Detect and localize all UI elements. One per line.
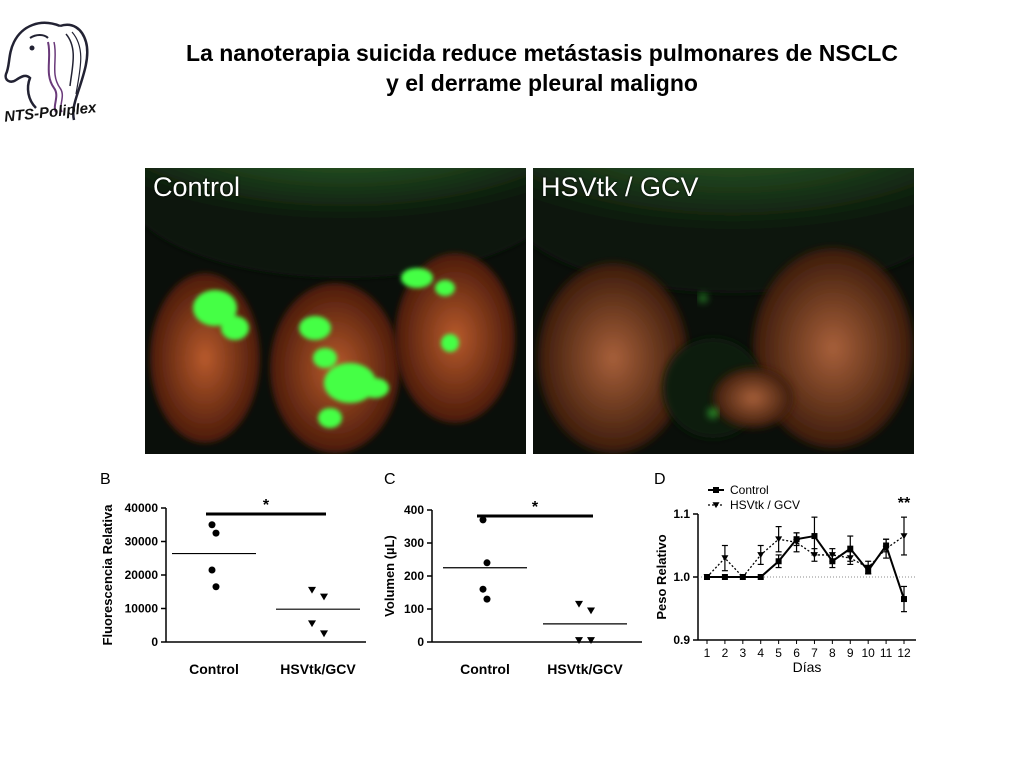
panel-d-point-control xyxy=(847,545,854,552)
panel-c-point-treated xyxy=(575,600,583,608)
panel-d-xtick-label: 11 xyxy=(880,646,893,660)
panel-c-significance-mark: * xyxy=(532,499,539,516)
slide-title: La nanoterapia suicida reduce metástasis… xyxy=(60,38,1024,98)
panel-c-ytick-label: 200 xyxy=(404,569,424,583)
panel-b-point-control xyxy=(208,521,216,529)
panel-c-volume-chart: C 0 100 200 300 400 Volumen (µL) Control HSVtk/… xyxy=(382,471,642,677)
panel-d-xtick-label: 6 xyxy=(793,646,800,660)
panel-b-y-axis-label: Fluorescencia Relativa xyxy=(100,504,115,646)
panel-b-category-label: HSVtk/GCV xyxy=(280,661,356,677)
panel-b-point-treated xyxy=(320,593,328,601)
panel-b-ytick-label: 30000 xyxy=(125,535,159,549)
panel-d-point-control xyxy=(721,574,728,580)
panel-d-ytick-label: 1.0 xyxy=(673,570,690,584)
panel-d-xtick-label: 1 xyxy=(704,646,711,660)
panel-d-point-treated xyxy=(721,555,729,562)
panel-d-xtick-label: 3 xyxy=(739,646,746,660)
panel-d-point-control xyxy=(757,574,764,580)
panel-c-ytick-label: 100 xyxy=(404,602,424,616)
panel-d-point-treated xyxy=(882,545,890,552)
panel-c-ytick-label: 400 xyxy=(404,503,424,517)
panel-d-point-treated xyxy=(900,533,908,540)
panel-c-point-control xyxy=(479,516,487,524)
panel-b-point-control xyxy=(212,583,220,591)
panel-c-ytick-label: 0 xyxy=(417,635,424,649)
panel-d-point-treated xyxy=(846,555,854,562)
panel-d-x-axis-label: Días xyxy=(793,659,822,675)
control-fluorescence-photo: Control xyxy=(145,168,526,454)
treated-fluorescence-photo: HSVtk / GCV xyxy=(533,168,914,454)
panel-d-xtick-label: 8 xyxy=(829,646,836,660)
panel-b-ytick-label: 0 xyxy=(151,635,158,649)
panel-b-ytick-label: 20000 xyxy=(125,568,159,582)
panel-d-point-treated xyxy=(739,574,747,581)
panel-d-point-treated xyxy=(793,539,801,546)
panel-c-point-treated xyxy=(575,637,583,644)
panel-b-point-control xyxy=(208,566,216,574)
panel-d-significance-mark: ** xyxy=(898,495,911,512)
panel-d-series-control-line xyxy=(707,534,905,600)
treated-lung-image xyxy=(533,168,914,454)
panel-b-point-treated xyxy=(320,630,328,638)
slide-title-line-2: y el derrame pleural maligno xyxy=(386,70,698,96)
panel-b-category-label: Control xyxy=(189,661,239,677)
panel-d-legend-label: Control xyxy=(730,483,769,497)
panel-c-ytick-label: 300 xyxy=(404,536,424,550)
panel-d-xtick-label: 2 xyxy=(722,646,729,660)
panel-d-xtick-label: 7 xyxy=(811,646,818,660)
panel-d-point-control xyxy=(901,596,907,603)
panel-d-point-control xyxy=(775,558,782,565)
panel-d-legend-marker xyxy=(712,502,720,509)
panel-c-point-treated xyxy=(587,607,595,615)
panel-b-point-treated xyxy=(308,586,316,594)
panel-c-point-treated xyxy=(587,637,595,644)
panel-c-category-label: Control xyxy=(460,661,510,677)
panel-b-significance-mark: * xyxy=(263,497,270,514)
control-photo-label: Control xyxy=(153,172,241,202)
panel-c-category-label: HSVtk/GCV xyxy=(547,661,623,677)
panel-d-xtick-label: 10 xyxy=(862,646,876,660)
panel-c-point-control xyxy=(483,559,491,567)
panel-b-point-control xyxy=(212,529,220,537)
panel-c-point-control xyxy=(483,595,491,603)
panel-d-legend-marker xyxy=(713,487,719,493)
panel-d-point-treated xyxy=(864,564,872,571)
panel-d-y-axis-label: Peso Relativo xyxy=(654,534,669,619)
panel-d-point-treated xyxy=(828,552,836,559)
panel-c-letter: C xyxy=(384,471,396,488)
panel-b-fluorescence-chart: B 0 10000 20000 30000 40000 Fluorescencia Rel… xyxy=(100,471,366,677)
panel-b-point-treated xyxy=(308,620,316,628)
panel-d-xtick-label: 12 xyxy=(897,646,911,660)
panel-b-ytick-label: 40000 xyxy=(125,501,159,515)
panel-c-point-control xyxy=(479,585,487,593)
panel-d-point-treated xyxy=(757,552,765,559)
slide-title-line-1: La nanoterapia suicida reduce metástasis… xyxy=(186,40,898,66)
panel-d-point-control xyxy=(811,533,818,540)
panel-d-xtick-label: 5 xyxy=(775,646,782,660)
treated-photo-label: HSVtk / GCV xyxy=(541,172,699,202)
panel-d-ytick-label: 1.1 xyxy=(673,507,690,521)
control-lung-image xyxy=(145,168,526,454)
horse-logo-icon xyxy=(4,21,89,121)
panel-d-xtick-label: 4 xyxy=(757,646,764,660)
panel-d-point-treated xyxy=(703,574,711,581)
panel-d-legend-label: HSVtk / GCV xyxy=(730,498,800,512)
panel-d-letter: D xyxy=(654,471,666,488)
panel-b-letter: B xyxy=(100,471,111,488)
panel-d-series-treated-line xyxy=(706,535,905,578)
panel-d-ytick-label: 0.9 xyxy=(673,633,690,647)
panel-c-y-axis-label: Volumen (µL) xyxy=(382,535,397,617)
panel-d-point-treated xyxy=(810,552,818,559)
panel-d-point-treated xyxy=(775,536,783,543)
panel-d-xtick-label: 9 xyxy=(847,646,854,660)
panel-b-ytick-label: 10000 xyxy=(125,602,159,616)
